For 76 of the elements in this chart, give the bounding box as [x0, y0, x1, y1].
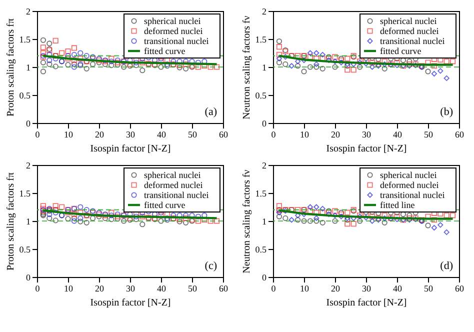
y-axis-title: Proton scaling factors fπ	[5, 172, 16, 271]
y-tick-label: 1.5	[19, 188, 31, 198]
legend-label: transitional nuclei	[380, 36, 446, 46]
x-tick-label: 60	[219, 130, 228, 140]
y-tick-label: 1.5	[255, 188, 267, 198]
x-axis-title: Isospin factor [N-Z]	[326, 298, 407, 308]
y-tick-label: 0.5	[19, 244, 31, 254]
x-tick-label: 10	[64, 130, 74, 140]
annotation: (c)	[204, 260, 218, 272]
x-tick-label: 60	[219, 284, 228, 294]
legend-label: spherical nuclei	[380, 16, 438, 26]
x-tick-label: 50	[188, 284, 198, 294]
y-tick-label: 1	[26, 62, 30, 72]
x-tick-label: 30	[362, 284, 372, 294]
legend-label: deformed nuclei	[144, 26, 204, 36]
y-tick-label: 1.5	[255, 34, 267, 44]
x-tick-label: 10	[64, 284, 74, 294]
x-tick-label: 10	[300, 284, 310, 294]
x-tick-label: 0	[35, 284, 40, 294]
legend-label: transitional nuclei	[144, 190, 210, 200]
x-tick-label: 40	[393, 284, 402, 294]
legend-label: spherical nuclei	[380, 170, 438, 180]
x-tick-label: 40	[157, 130, 166, 140]
annotation: (a)	[204, 106, 218, 118]
y-tick-label: 0	[26, 118, 31, 128]
x-axis-title: Isospin factor [N-Z]	[326, 144, 407, 154]
y-tick-label: 0	[262, 272, 267, 282]
x-tick-label: 20	[331, 130, 340, 140]
legend-label: spherical nuclei	[144, 16, 202, 26]
annotation: (b)	[440, 106, 454, 118]
y-tick-label: 2	[26, 6, 30, 16]
x-tick-label: 40	[393, 130, 402, 140]
x-tick-label: 20	[95, 284, 104, 294]
y-tick-label: 2	[262, 160, 266, 170]
y-tick-label: 0	[262, 118, 267, 128]
annotation: (d)	[440, 260, 454, 272]
legend-label: transitional nuclei	[380, 190, 446, 200]
x-tick-label: 40	[157, 284, 166, 294]
y-tick-label: 0.5	[255, 90, 267, 100]
legend-label: fitted line	[380, 200, 415, 210]
y-tick-label: 1.5	[19, 34, 31, 44]
x-tick-label: 60	[455, 130, 464, 140]
x-axis-title: Isospin factor [N-Z]	[90, 298, 171, 308]
y-tick-label: 1	[26, 216, 30, 226]
x-tick-label: 50	[424, 130, 434, 140]
y-tick-label: 1	[262, 216, 266, 226]
x-tick-label: 10	[300, 130, 310, 140]
legend-label: deformed nuclei	[380, 180, 440, 190]
x-tick-label: 50	[424, 284, 434, 294]
y-tick-label: 2	[262, 6, 266, 16]
x-tick-label: 30	[126, 284, 136, 294]
legend-label: deformed nuclei	[380, 26, 440, 36]
x-tick-label: 50	[188, 130, 198, 140]
y-tick-label: 0	[26, 272, 31, 282]
legend-label: transitional nuclei	[144, 36, 210, 46]
legend-label: deformed nuclei	[144, 180, 204, 190]
x-tick-label: 0	[271, 130, 276, 140]
y-tick-label: 2	[26, 160, 30, 170]
x-tick-label: 60	[455, 284, 464, 294]
y-tick-label: 1	[262, 62, 266, 72]
x-tick-label: 20	[331, 284, 340, 294]
legend-label: fitted curve	[144, 46, 186, 56]
y-tick-label: 0.5	[255, 244, 267, 254]
x-tick-label: 20	[95, 130, 104, 140]
legend-label: spherical nuclei	[144, 170, 202, 180]
y-axis-title: Proton scaling factors fπ	[5, 18, 16, 117]
legend-label: fitted curve	[380, 46, 422, 56]
y-axis-title: Neutron scaling factors fν	[241, 169, 252, 274]
x-axis-title: Isospin factor [N-Z]	[90, 144, 171, 154]
x-tick-label: 30	[362, 130, 372, 140]
y-axis-title: Neutron scaling factors fν	[241, 15, 252, 120]
legend-label: fitted curve	[144, 200, 186, 210]
x-tick-label: 0	[271, 284, 276, 294]
y-tick-label: 0.5	[19, 90, 31, 100]
x-tick-label: 30	[126, 130, 136, 140]
x-tick-label: 0	[35, 130, 40, 140]
